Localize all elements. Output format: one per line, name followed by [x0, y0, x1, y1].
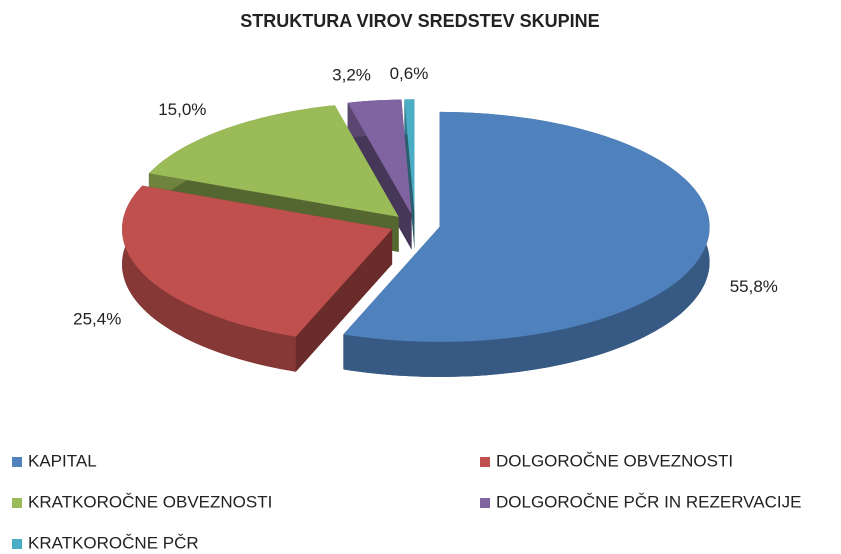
slice-side: [404, 99, 415, 250]
legend-label: KAPITAL: [28, 451, 97, 470]
slice-top: [148, 105, 399, 217]
slice-top: [347, 99, 412, 215]
data-label: 25,4%: [73, 309, 121, 328]
legend-swatch: [480, 498, 490, 508]
slice-top: [122, 185, 393, 337]
legend-swatch: [12, 498, 22, 508]
slice: [343, 111, 710, 377]
data-label: 15,0%: [158, 100, 206, 119]
slice-wall: [122, 185, 296, 372]
slice-side: [295, 229, 393, 372]
slice: [122, 185, 393, 372]
chart-title: STRUKTURA VIROV SREDSTEV SKUPINE: [240, 11, 599, 31]
slice-top: [343, 111, 710, 342]
legend-swatch: [12, 539, 22, 549]
slice-wall: [343, 111, 710, 377]
slice-top: [404, 99, 415, 215]
legend-label: DOLGOROČNE PČR IN REZERVACIJE: [496, 492, 801, 511]
legend-swatch: [12, 457, 22, 467]
legend-label: KRATKOROČNE OBVEZNOSTI: [28, 492, 272, 511]
legend-label: KRATKOROČNE PČR: [28, 533, 199, 552]
legend-swatch: [480, 457, 490, 467]
data-label: 3,2%: [332, 65, 371, 84]
legend-label: DOLGOROČNE OBVEZNOSTI: [496, 451, 733, 470]
data-label: 55,8%: [730, 277, 778, 296]
data-label: 0,6%: [390, 64, 429, 83]
